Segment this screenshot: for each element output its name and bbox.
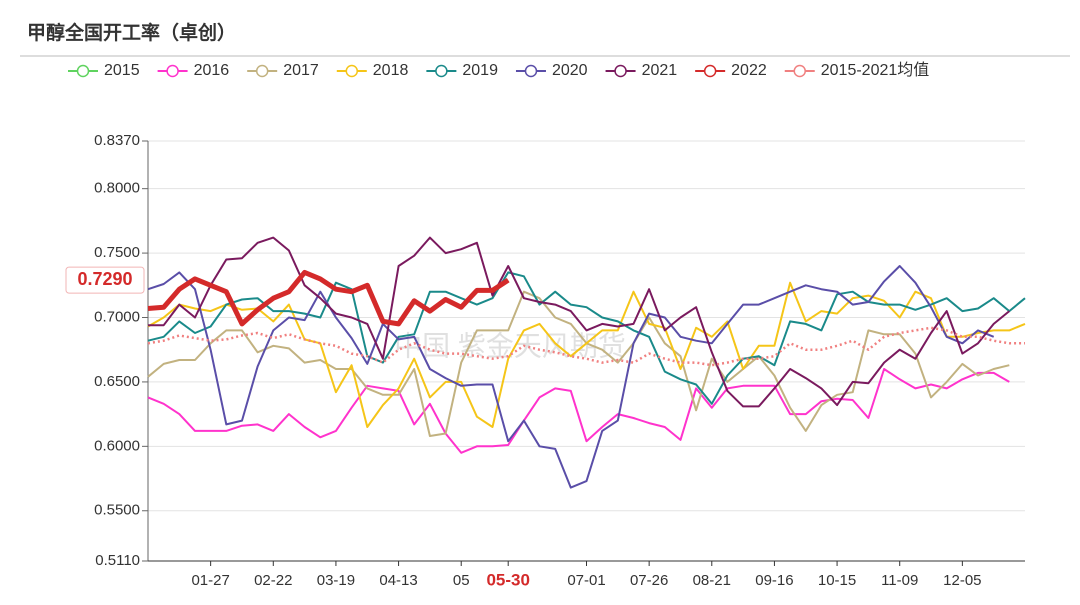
legend-label: 2019 [462,62,498,79]
legend-marker [793,64,806,78]
legend-item: 2017 [247,62,319,79]
legend-item: 2019 [426,62,498,79]
legend-item: 2021 [605,62,678,79]
y-tick-label: 0.7500 [94,244,140,261]
legend-label: 2021 [642,62,678,79]
y-tick-label: 0.5500 [94,502,140,519]
series-line [148,236,1010,408]
legend-label: 2020 [552,62,588,79]
x-tick-label: 03-19 [317,572,355,589]
legend-item: 2020 [515,62,588,79]
x-tick-label: 11-09 [881,572,918,589]
legend-marker [614,64,627,78]
y-pointer-box [65,266,145,294]
legend-marker [703,64,717,78]
legend-item: 2018 [336,62,409,79]
x-tick-label: 09-16 [755,572,793,589]
series-line [147,265,995,489]
y-tick-label: 0.6500 [94,373,140,390]
y-tick-label: 0.8000 [94,180,140,197]
chart-title: 甲醇全国开工率（卓创） [27,21,236,44]
x-tick-label: 07-26 [630,572,668,589]
legend-marker [255,64,269,78]
x-tick-label: 02-22 [254,572,292,589]
legend-item: 2016 [157,62,230,79]
y-pointer-label: 0.7290 [77,269,132,289]
series-line [147,281,1026,428]
y-tick-label: 0.7000 [94,308,140,325]
y-tick-label: 0.8370 [94,132,140,149]
legend-marker [166,64,179,78]
series-line [147,271,1026,405]
legend-item: 2015 [68,62,140,79]
series-line [147,290,1010,437]
x-tick-label: 08-21 [693,572,731,589]
y-tick-label: 0.6000 [94,437,140,454]
legend-label: 2022 [731,62,767,79]
x-tick-label: 05 [453,572,470,589]
legend-item: 2015-2021均值 [784,61,930,79]
series-line [147,326,1025,367]
x-tick-label: 01-27 [191,572,229,589]
legend-label: 2018 [373,62,409,79]
x-tick-label: 10-15 [818,572,856,589]
legend-label: 2017 [283,62,319,79]
legend-marker [435,64,448,78]
y-tick-label: 0.5110 [95,552,140,569]
legend-label: 2015-2021均值 [821,61,930,79]
x-tick-label: 04-13 [379,572,417,589]
x-pointer-label: 05-30 [486,570,529,589]
legend-label: 2015 [104,62,140,79]
series-line [147,368,1010,454]
series-line [147,269,510,327]
x-tick-label: 07-01 [567,572,605,589]
legend-item: 2022 [695,62,767,79]
legend-label: 2016 [194,62,230,79]
legend-marker [345,64,359,78]
legend-marker [76,64,90,78]
x-tick-label: 12-05 [943,572,981,589]
legend-marker [524,64,538,78]
y-pointer: 0.7290 [65,266,145,294]
